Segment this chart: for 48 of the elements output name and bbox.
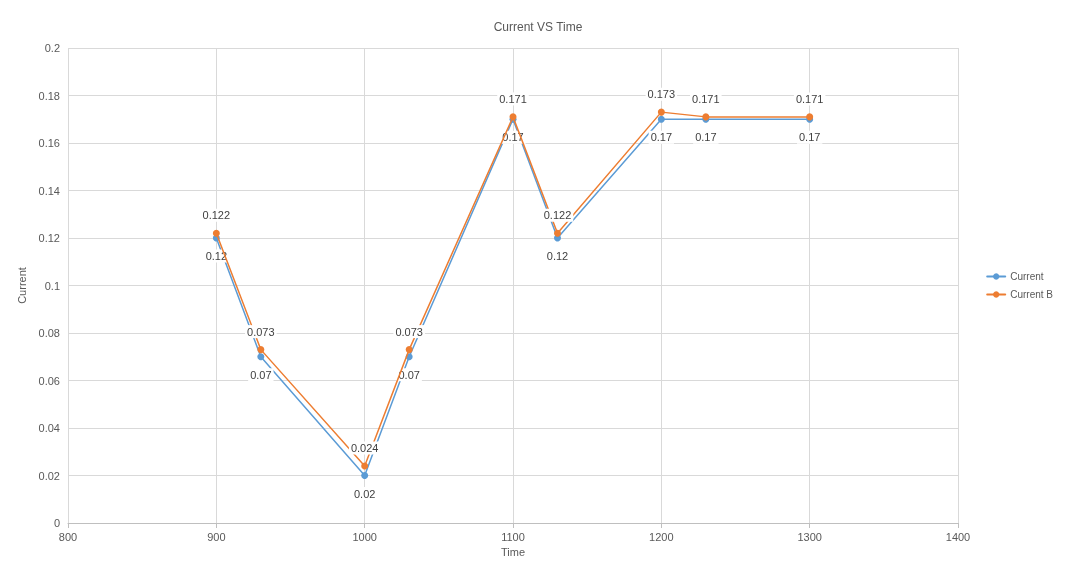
x-axis-title: Time — [500, 546, 526, 559]
chart-title: Current VS Time — [493, 20, 583, 34]
y-tick-label: 0.06 — [38, 374, 60, 387]
y-tick-label: 0.1 — [44, 279, 60, 292]
point — [554, 229, 561, 237]
y-tick-label: 0.02 — [38, 469, 60, 482]
data-label: 0.02 — [353, 487, 376, 500]
y-tick-label: 0.2 — [44, 42, 60, 54]
point — [657, 108, 665, 116]
data-label: 0.17 — [650, 131, 673, 144]
y-tick-label: 0.08 — [38, 327, 60, 339]
data-label: 0.17 — [695, 131, 717, 144]
data-label: 0.12 — [546, 250, 569, 262]
point — [212, 229, 220, 237]
point — [657, 115, 665, 123]
x-tick-label: 1200 — [649, 530, 674, 543]
x-tick-label: 1400 — [945, 530, 971, 543]
y-axis-title: Current — [16, 267, 29, 304]
y-tick-label: 0.04 — [38, 422, 60, 434]
data-label: 0.171 — [499, 92, 527, 105]
point — [257, 353, 265, 361]
y-tick-label: 0.16 — [38, 137, 60, 149]
x-tick-label: 1100 — [501, 530, 525, 543]
data-label: 0.073 — [247, 325, 275, 338]
point — [405, 346, 413, 354]
legend-label: Current — [1010, 271, 1044, 282]
point — [257, 346, 265, 354]
x-tick-label: 1000 — [352, 530, 377, 543]
x-tick-label: 900 — [207, 530, 226, 543]
x-tick-label: 800 — [58, 530, 78, 543]
y-tick-label: 0.12 — [38, 232, 60, 244]
data-label: 0.171 — [795, 92, 824, 105]
data-label: 0.17 — [798, 131, 821, 144]
y-tick-label: 0.14 — [38, 184, 60, 197]
data-label: 0.122 — [543, 209, 572, 222]
data-label: 0.073 — [395, 325, 423, 338]
y-tick-label: 0.18 — [38, 89, 60, 102]
data-label: 0.07 — [250, 368, 272, 381]
point — [361, 472, 369, 479]
data-label: 0.07 — [398, 368, 420, 381]
y-tick-label: 0 — [53, 517, 60, 529]
data-label: 0.122 — [202, 209, 231, 222]
data-label: 0.171 — [692, 92, 720, 105]
legend-label: Current B — [1010, 289, 1054, 300]
data-label: 0.173 — [647, 88, 676, 101]
x-tick-label: 1300 — [797, 530, 822, 543]
point — [361, 462, 369, 470]
data-label: 0.024 — [350, 442, 379, 454]
